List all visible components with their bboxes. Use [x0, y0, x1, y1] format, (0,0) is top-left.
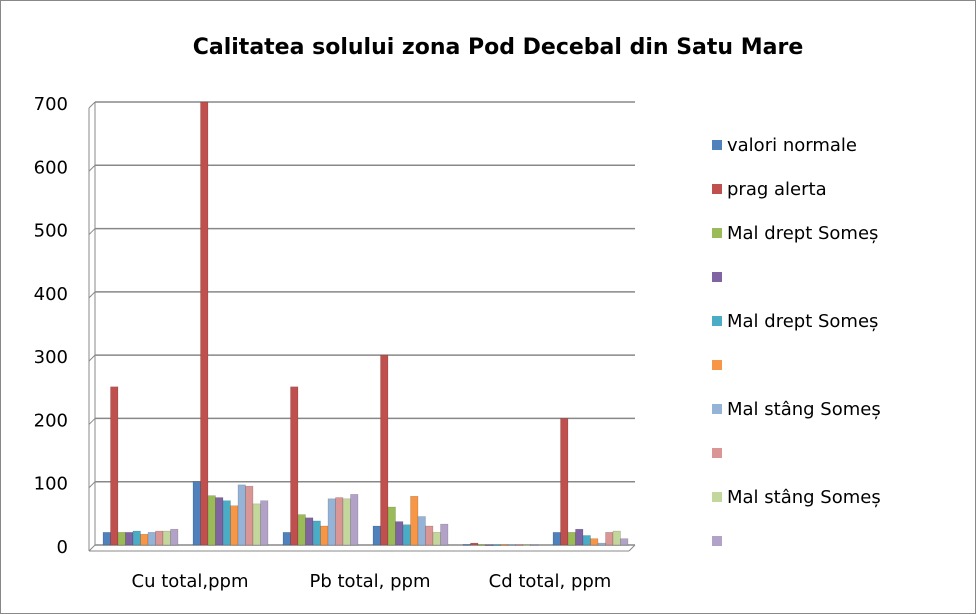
chart-title: Calitatea solului zona Pod Decebal din S…: [193, 35, 804, 60]
bar: [597, 542, 606, 546]
bar: [612, 530, 621, 546]
bar: [110, 386, 119, 546]
bar: [207, 495, 216, 546]
grid-line-wall: [88, 354, 96, 362]
bar: [432, 532, 441, 546]
bar: [215, 497, 224, 546]
floor-edge: [628, 544, 636, 552]
bar: [230, 505, 239, 546]
bar: [462, 544, 471, 546]
bar: [552, 532, 561, 546]
bar: [477, 544, 486, 546]
bar: [102, 532, 111, 546]
bar: [590, 538, 599, 546]
bar: [440, 523, 449, 546]
bar: [582, 535, 591, 546]
legend-swatch: [712, 360, 722, 370]
legend-swatch: [712, 448, 722, 458]
bar: [605, 532, 614, 546]
y-tick-label: 700: [34, 94, 68, 115]
legend-swatch: [712, 404, 722, 414]
grid-line-wall: [88, 481, 96, 489]
bar: [387, 506, 396, 546]
bar: [485, 544, 494, 546]
grid-line-wall: [88, 228, 96, 235]
bar: [132, 530, 141, 546]
bar: [237, 484, 246, 546]
bar: [170, 528, 179, 546]
legend-swatch: [712, 492, 722, 502]
bar: [260, 500, 269, 546]
bar: [522, 544, 531, 546]
y-tick-label: 500: [34, 221, 68, 242]
bar: [530, 544, 539, 546]
legend-swatch: [712, 536, 722, 546]
legend-label: Mal drept Someș: [727, 311, 878, 332]
bar: [470, 542, 479, 546]
bar: [395, 521, 404, 546]
bar: [140, 533, 149, 546]
bar: [147, 532, 156, 546]
legend-label: Mal stâng Someș: [727, 399, 881, 420]
x-tick-label: Cd total, ppm: [489, 571, 612, 592]
grid-line-wall: [88, 101, 96, 109]
bar: [312, 520, 321, 546]
x-tick-label: Pb total, ppm: [310, 571, 431, 592]
y-tick-label: 300: [34, 347, 68, 368]
bar: [560, 418, 569, 546]
bar: [515, 544, 524, 546]
y-tick-label: 0: [57, 537, 68, 558]
legend-swatch: [712, 316, 722, 326]
legend-label: Mal drept Someș: [727, 223, 878, 244]
bar: [162, 530, 171, 546]
bar: [282, 532, 291, 546]
bar: [192, 481, 201, 546]
bar: [155, 530, 164, 546]
bar: [500, 544, 509, 546]
x-tick-label: Cu total,ppm: [132, 571, 249, 592]
bar: [305, 517, 314, 546]
grid-line-wall: [88, 544, 96, 552]
bar: [297, 514, 306, 546]
bar: [290, 386, 299, 546]
legend-swatch: [712, 140, 722, 150]
bar: [117, 532, 126, 546]
grid-line-wall: [88, 291, 96, 299]
bar: [402, 524, 411, 546]
bar: [372, 525, 381, 546]
bar: [342, 498, 351, 546]
bar: [620, 538, 629, 546]
bar: [410, 496, 419, 546]
bar: [200, 101, 209, 546]
legend-label: valori normale: [727, 135, 857, 156]
y-tick-label: 600: [34, 157, 68, 178]
y-tick-label: 100: [34, 474, 68, 495]
bar: [222, 500, 231, 546]
legend-swatch: [712, 228, 722, 238]
bar: [245, 485, 254, 546]
bar: [125, 532, 134, 546]
bar: [335, 497, 344, 546]
bar: [507, 544, 516, 546]
grid-line-wall: [88, 164, 96, 172]
grid-line-wall: [88, 418, 96, 425]
bar: [425, 525, 434, 546]
bar: [492, 544, 501, 546]
bar: [575, 528, 584, 546]
bar: [350, 494, 359, 546]
bar: [320, 525, 329, 546]
y-tick-label: 400: [34, 284, 68, 305]
y-tick-label: 200: [34, 410, 68, 431]
legend-label: Mal stâng Someș: [727, 487, 881, 508]
legend-swatch: [712, 272, 722, 282]
bar: [417, 516, 426, 546]
bar: [567, 532, 576, 546]
legend-label: prag alerta: [727, 179, 827, 200]
bar: [380, 354, 389, 546]
bar: [327, 498, 336, 546]
legend-swatch: [712, 184, 722, 194]
bar: [252, 503, 261, 546]
